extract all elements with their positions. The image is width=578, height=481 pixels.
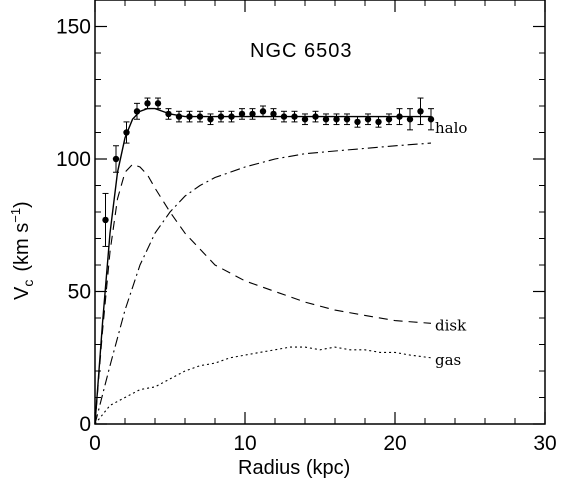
data-point <box>322 116 330 123</box>
x-tick-label: 30 <box>533 432 556 455</box>
curve-disk <box>94 163 432 425</box>
data-point <box>186 113 193 120</box>
data-point <box>406 116 414 123</box>
curve-total-fit <box>94 107 431 425</box>
data-point <box>207 116 214 123</box>
series-label-gas: gas <box>435 351 461 369</box>
axis-tick-labels: 0 10 20 30 0 50 100 150 <box>56 16 557 456</box>
data-point <box>291 113 298 120</box>
y-axis-title: Vc (km s−1) <box>8 201 36 300</box>
data-point <box>259 108 267 115</box>
data-point <box>144 100 151 107</box>
data-point <box>154 100 162 107</box>
y-axis-title-main: V <box>11 286 33 300</box>
data-point <box>133 108 141 115</box>
series-label-disk: disk <box>435 316 467 334</box>
series-labels: halo disk gas <box>435 119 467 369</box>
axis-ticks <box>94 0 546 425</box>
data-point <box>165 110 172 118</box>
data-point <box>385 116 393 123</box>
data-point <box>175 113 183 120</box>
data-point <box>427 116 435 123</box>
observed-points <box>102 97 435 247</box>
data-point <box>112 155 120 163</box>
data-point <box>354 118 361 126</box>
y-tick-label: 100 <box>56 148 91 171</box>
data-point <box>417 108 424 115</box>
y-axis-title-exp: −1 <box>8 208 23 223</box>
y-tick-label: 150 <box>56 16 91 39</box>
data-point <box>228 113 235 120</box>
series-label-halo: halo <box>435 119 467 137</box>
data-point <box>343 116 351 123</box>
data-point <box>312 113 319 120</box>
data-point <box>280 113 288 120</box>
x-tick-label: 10 <box>233 432 256 455</box>
data-point <box>196 113 204 120</box>
x-axis-title: Radius (kpc) <box>238 457 350 479</box>
model-curves <box>94 107 432 425</box>
y-tick-label: 0 <box>79 413 91 436</box>
x-tick-label: 0 <box>89 432 101 455</box>
y-axis-title-unit: (km s <box>11 223 33 272</box>
x-tick-label: 20 <box>383 432 406 455</box>
curve-halo <box>94 142 432 425</box>
data-point <box>364 116 372 123</box>
data-point <box>238 110 246 118</box>
data-point <box>301 116 309 123</box>
curve-gas <box>94 346 432 425</box>
y-tick-label: 50 <box>68 281 91 304</box>
data-point <box>396 113 403 120</box>
data-point <box>217 113 225 120</box>
chart-title: NGC 6503 <box>250 40 353 62</box>
data-point <box>270 110 277 118</box>
data-point <box>333 116 340 123</box>
data-point <box>123 129 130 136</box>
y-axis-title-close: ) <box>11 201 33 208</box>
data-point <box>249 110 256 118</box>
y-axis-title-sub: c <box>20 280 36 287</box>
plot-frame <box>94 0 546 425</box>
data-point <box>102 216 109 224</box>
data-point <box>375 118 382 126</box>
